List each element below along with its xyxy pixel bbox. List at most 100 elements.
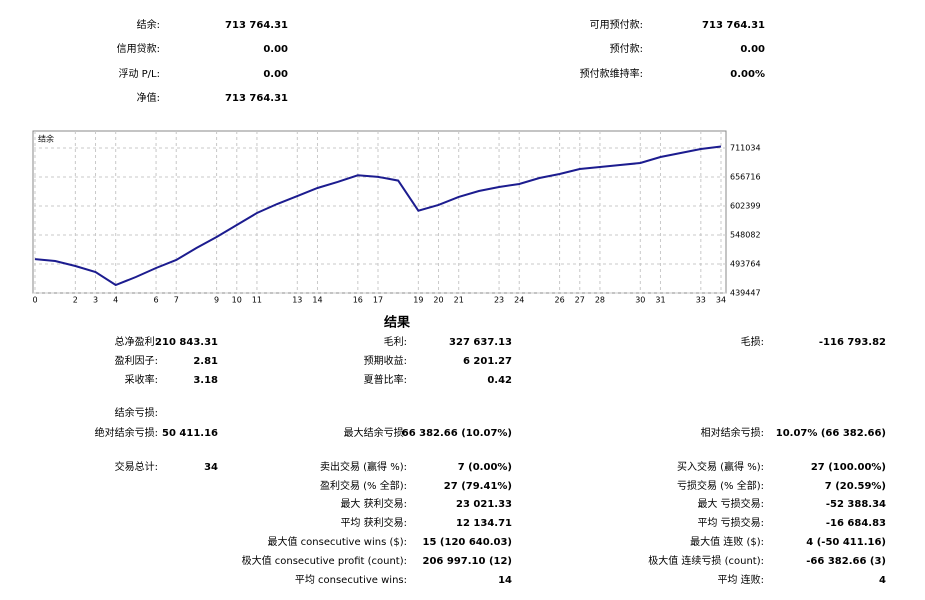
x-tick-label: 4: [113, 296, 118, 305]
x-tick-label: 9: [214, 296, 219, 305]
result-value: 14: [498, 575, 512, 586]
y-tick-label: 656716: [730, 172, 761, 181]
result-label: 毛损:: [741, 335, 764, 348]
result-value: 4 (-50 411.16): [806, 537, 886, 548]
result-value: 12 134.71: [456, 518, 512, 529]
x-tick-label: 7: [174, 296, 179, 305]
x-tick-label: 11: [252, 296, 262, 305]
result-value: 27 (100.00%): [811, 462, 886, 473]
x-tick-label: 27: [575, 296, 585, 305]
result-value: 210 843.31: [155, 337, 218, 348]
result-label: 绝对结余亏损:: [95, 426, 158, 439]
result-value: 34: [204, 462, 218, 473]
y-tick-label: 493764: [730, 260, 761, 269]
result-label: 平均 获利交易:: [340, 516, 407, 529]
x-tick-label: 28: [595, 296, 605, 305]
x-tick-label: 17: [373, 296, 383, 305]
result-value: 15 (120 640.03): [423, 537, 512, 548]
result-label: 平均 consecutive wins:: [295, 574, 407, 586]
result-label: 最大结余亏损:: [344, 426, 407, 439]
y-tick-label: 711034: [730, 143, 761, 152]
x-tick-label: 30: [635, 296, 645, 305]
result-label: 最大值 consecutive wins ($):: [268, 535, 408, 548]
result-label: 盈利交易 (% 全部):: [320, 479, 407, 492]
result-value: -116 793.82: [819, 337, 886, 348]
summary-label: 可用预付款:: [590, 18, 643, 31]
result-value: -66 382.66 (3): [806, 556, 886, 567]
x-tick-label: 2: [73, 296, 78, 305]
result-value: 7 (20.59%): [825, 481, 886, 492]
result-label: 采收率:: [125, 373, 158, 386]
result-value: 66 382.66 (10.07%): [402, 428, 512, 439]
summary-label: 预付款维持率:: [580, 67, 643, 80]
summary-value: 0.00: [740, 44, 765, 55]
result-label: 买入交易 (赢得 %):: [677, 460, 764, 473]
summary-value: 713 764.31: [225, 20, 288, 31]
x-tick-label: 16: [353, 296, 363, 305]
result-label: 总净盈利:: [115, 335, 158, 348]
result-value: 10.07% (66 382.66): [776, 428, 886, 439]
result-label: 交易总计:: [115, 460, 158, 473]
result-label: 毛利:: [384, 336, 407, 348]
x-tick-label: 34: [716, 296, 726, 305]
summary-label: 预付款:: [610, 42, 643, 55]
summary-label: 信用贷款:: [117, 42, 160, 55]
result-label: 相对结余亏损:: [701, 426, 764, 439]
summary-value: 0.00: [263, 69, 288, 80]
x-tick-label: 14: [312, 296, 322, 305]
x-tick-label: 19: [413, 296, 423, 305]
result-label: 夏普比率:: [364, 373, 407, 386]
result-value: 2.81: [193, 356, 218, 367]
result-label: 最大 亏损交易:: [697, 497, 764, 510]
result-label: 极大值 连续亏损 (count):: [648, 554, 764, 567]
y-tick-label: 548082: [730, 230, 761, 239]
chart-frame: [32, 130, 727, 294]
x-tick-label: 24: [514, 296, 524, 305]
result-value: 7 (0.00%): [458, 462, 512, 473]
result-value: 4: [879, 575, 886, 586]
result-label: 盈利因子:: [115, 355, 158, 367]
result-label: 平均 亏损交易:: [697, 516, 764, 529]
x-tick-label: 31: [655, 296, 665, 305]
x-tick-label: 23: [494, 296, 504, 305]
x-tick-label: 0: [32, 296, 37, 305]
y-tick-label: 439447: [730, 289, 761, 298]
summary-value: 713 764.31: [225, 93, 288, 104]
result-value: 327 637.13: [449, 337, 512, 348]
x-tick-label: 13: [292, 296, 302, 305]
x-tick-label: 20: [433, 296, 443, 305]
result-value: 206 997.10 (12): [423, 556, 512, 567]
summary-value: 713 764.31: [702, 20, 765, 31]
results-title: 结果: [384, 315, 410, 331]
result-value: 27 (79.41%): [444, 481, 512, 492]
x-tick-label: 3: [93, 296, 98, 305]
summary-label: 结余:: [137, 18, 160, 31]
x-tick-label: 6: [154, 296, 159, 305]
result-value: -16 684.83: [826, 518, 886, 529]
result-label: 卖出交易 (赢得 %):: [320, 460, 407, 473]
result-label: 预期收益:: [364, 354, 407, 367]
x-tick-label: 26: [554, 296, 564, 305]
summary-label: 浮动 P/L:: [118, 68, 160, 80]
result-label: 结余亏损:: [115, 406, 158, 419]
result-value: 0.42: [487, 375, 512, 386]
result-value: -52 388.34: [826, 499, 886, 510]
summary-value: 0.00: [263, 44, 288, 55]
summary-value: 0.00%: [730, 69, 765, 80]
result-label: 最大值 连败 ($):: [690, 535, 764, 548]
chart-title: 结余: [38, 134, 54, 144]
x-tick-label: 21: [454, 296, 464, 305]
result-value: 50 411.16: [162, 428, 218, 439]
summary-label: 净值:: [137, 91, 160, 104]
x-tick-label: 33: [696, 296, 706, 305]
result-label: 最大 获利交易:: [340, 497, 407, 510]
result-label: 平均 连败:: [717, 573, 764, 586]
x-tick-label: 10: [232, 296, 242, 305]
result-value: 3.18: [193, 375, 218, 386]
result-label: 亏损交易 (% 全部):: [677, 479, 764, 492]
result-label: 极大值 consecutive profit (count):: [242, 554, 407, 567]
y-tick-label: 602399: [730, 201, 761, 210]
result-value: 6 201.27: [463, 356, 512, 367]
balance-line: [34, 145, 722, 287]
